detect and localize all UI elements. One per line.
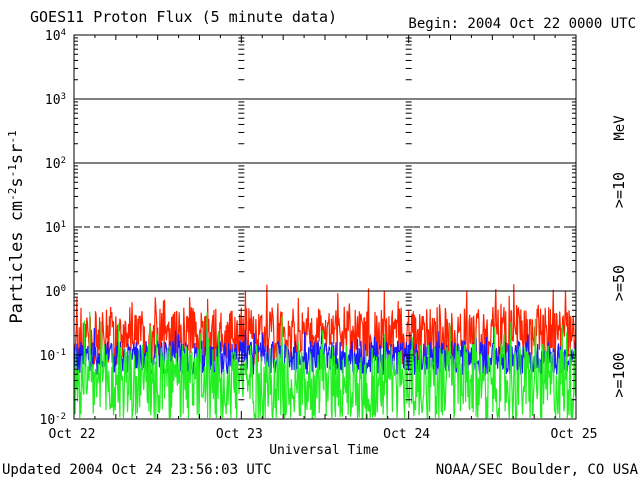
- y-tick-label: 10-1: [40, 348, 67, 364]
- x-tick-label: Oct 22: [49, 427, 96, 442]
- y-tick-label: 104: [45, 28, 66, 44]
- series-layer: [73, 284, 577, 420]
- y-tick-label: 100: [45, 284, 66, 300]
- y-tick-label: 103: [45, 92, 66, 108]
- y-tick-labels: 104 103 102 101 100 10-1 10-2: [40, 28, 67, 428]
- credit-label: NOAA/SEC Boulder, CO USA: [436, 462, 639, 478]
- series-line-2: [73, 311, 577, 420]
- x-tick-labels: Oct 22 Oct 23 Oct 24 Oct 25: [49, 427, 598, 442]
- y-tick-label: 102: [45, 156, 66, 172]
- series-line-0: [73, 284, 577, 366]
- grid-layer: [73, 35, 577, 420]
- y-axis-label: Particles cm-2s-1sr-1: [6, 130, 28, 323]
- x-tick-label: Oct 23: [216, 427, 263, 442]
- legend-units: MeV: [612, 115, 628, 141]
- legend-item-ge10: >=10: [610, 172, 628, 208]
- legend-item-ge100: >=100: [610, 352, 628, 397]
- plot-frame: [73, 34, 577, 420]
- chart-title: GOES11 Proton Flux (5 minute data): [30, 8, 337, 26]
- x-tick-label: Oct 24: [383, 427, 430, 442]
- begin-label: Begin: 2004 Oct 22 0000 UTC: [408, 16, 636, 32]
- y-tick-label: 10-2: [40, 412, 67, 428]
- legend-item-ge50: >=50: [610, 265, 628, 301]
- updated-timestamp: Updated 2004 Oct 24 23:56:03 UTC: [2, 462, 272, 478]
- series-line-1: [73, 327, 577, 377]
- x-tick-label: Oct 25: [551, 427, 598, 442]
- y-tick-label: 101: [45, 220, 66, 236]
- x-axis-label: Universal Time: [269, 443, 379, 458]
